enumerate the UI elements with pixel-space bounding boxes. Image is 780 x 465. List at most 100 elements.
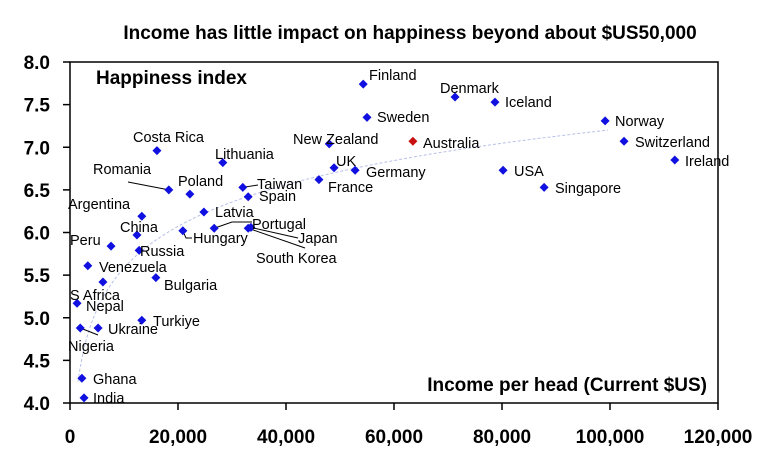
data-point-sweden [362,112,372,122]
leader-line-portugal [214,221,252,229]
data-label-romania: Romania [93,162,152,178]
data-label-latvia: Latvia [215,205,255,221]
data-point-uk [329,163,339,173]
data-point-bulgaria [151,273,161,283]
data-label-germany: Germany [366,165,426,181]
y-axis-label: Happiness index [96,68,247,89]
data-point-nepal [72,298,82,308]
x-tick-label: 60,000 [365,427,423,448]
data-label-portugal: Portugal [252,217,306,233]
y-tick-label: 5.5 [24,266,51,287]
data-label-iceland: Iceland [505,95,552,111]
y-tick-label: 8.0 [24,53,50,74]
data-point-portugal [209,223,219,233]
data-point-poland [185,189,195,199]
data-point-russia [134,245,144,255]
data-label-turkiye: Turkiye [153,314,200,330]
y-tick-label: 5.0 [24,309,50,330]
data-label-poland: Poland [178,174,223,190]
data-label-japan: Japan [298,231,338,247]
data-point-venezuela [83,261,93,271]
x-axis-label: Income per head (Current $US) [427,375,707,396]
y-tick-label: 7.5 [24,96,51,117]
x-tick-label: 0 [65,427,76,448]
data-label-ireland: Ireland [685,154,729,170]
chart-title: Income has little impact on happiness be… [123,23,696,44]
leader-line-south-korea [248,227,306,249]
data-point-singapore [539,182,549,192]
data-label-switzerland: Switzerland [635,135,710,151]
data-point-france [314,175,324,185]
x-tick-label: 80,000 [473,427,531,448]
data-label-south-korea: South Korea [256,251,338,267]
y-tick-label: 4.5 [24,351,51,372]
data-point-finland [358,79,368,89]
data-label-france: France [328,180,373,196]
data-point-argentina [137,211,147,221]
data-point-china [132,230,142,240]
data-point-turkiye [137,315,147,325]
data-point-s-africa [98,277,108,287]
data-point-germany [350,165,360,175]
data-label-venezuela: Venezuela [99,260,168,276]
data-point-latvia [199,207,209,217]
data-point-usa [498,165,508,175]
data-label-s-africa: S Africa [70,288,121,304]
data-label-hungary: Hungary [193,231,249,247]
data-point-denmark [450,92,460,102]
leader-line-romania [127,181,169,191]
data-label-singapore: Singapore [555,181,621,197]
data-point-iceland [490,97,500,107]
data-point-ireland [670,155,680,165]
y-tick-label: 6.0 [24,224,50,245]
x-tick-label: 120,000 [684,427,753,448]
x-tick-label: 20,000 [149,427,207,448]
data-point-hungary [178,226,188,236]
data-label-taiwan: Taiwan [257,177,302,193]
data-point-norway [600,116,610,126]
data-point-ukraine [93,323,103,333]
data-point-india [79,393,89,403]
data-label-costa-rica: Costa Rica [133,130,205,146]
data-label-ukraine: Ukraine [108,322,158,338]
data-point-switzerland [619,136,629,146]
data-label-nepal: Nepal [86,299,124,315]
data-label-russia: Russia [140,244,185,260]
data-label-norway: Norway [615,114,665,130]
data-point-spain [243,192,253,202]
data-point-australia [408,136,418,146]
data-point-south-korea [243,223,253,233]
data-point-ghana [77,373,87,383]
data-point-nigeria [75,323,85,333]
data-label-peru: Peru [70,233,101,249]
data-point-peru [106,241,116,251]
plot-frame [69,61,719,404]
data-label-india: India [93,391,125,407]
data-point-taiwan [238,182,248,192]
x-tick-label: 100,000 [576,427,645,448]
x-tick-label: 40,000 [257,427,315,448]
data-label-spain: Spain [259,189,296,205]
leader-line-japan [250,226,299,239]
data-label-argentina: Argentina [68,197,131,213]
data-point-romania [164,185,174,195]
data-label-china: China [120,220,159,236]
y-tick-label: 7.0 [24,138,50,159]
data-label-sweden: Sweden [377,110,429,126]
data-point-lithuania [218,158,228,168]
trend-line [77,129,609,382]
data-label-lithuania: Lithuania [215,147,275,163]
data-label-uk: UK [336,154,356,170]
data-label-finland: Finland [369,68,417,84]
y-tick-label: 4.0 [24,394,50,415]
y-tick-label: 6.5 [24,181,51,202]
data-label-ghana: Ghana [93,372,137,388]
data-point-costa-rica [152,146,162,156]
data-label-australia: Australia [423,136,480,152]
data-label-usa: USA [514,164,544,180]
data-label-bulgaria: Bulgaria [164,278,218,294]
data-label-denmark: Denmark [440,81,500,97]
data-label-new-zealand: New Zealand [293,132,378,148]
data-label-nigeria: Nigeria [68,339,115,355]
